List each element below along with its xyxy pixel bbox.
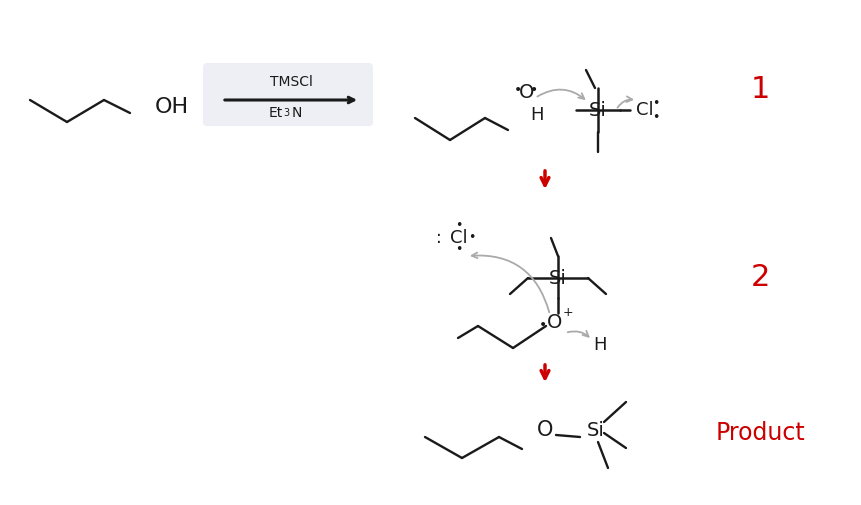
- Text: •: •: [455, 219, 462, 231]
- Text: Si: Si: [549, 269, 567, 287]
- Text: •: •: [653, 111, 660, 124]
- Text: +: +: [563, 307, 573, 320]
- Text: •: •: [455, 243, 462, 257]
- Text: Si: Si: [587, 421, 605, 439]
- Text: •: •: [468, 231, 475, 244]
- Text: TMSCl: TMSCl: [269, 75, 313, 89]
- Text: •: •: [514, 83, 522, 97]
- Text: 3: 3: [283, 108, 289, 118]
- Text: •: •: [653, 96, 660, 110]
- Text: N: N: [292, 106, 302, 120]
- Text: •: •: [530, 83, 538, 97]
- Text: Cl: Cl: [636, 101, 653, 119]
- Text: OH: OH: [155, 97, 189, 117]
- Text: :: :: [437, 229, 442, 247]
- FancyBboxPatch shape: [203, 63, 373, 126]
- Text: Product: Product: [715, 421, 805, 445]
- Text: H: H: [593, 336, 607, 354]
- Text: 1: 1: [750, 76, 770, 105]
- Text: Et: Et: [269, 106, 283, 120]
- Text: •: •: [539, 318, 547, 332]
- Text: O: O: [536, 420, 553, 440]
- Text: Cl: Cl: [450, 229, 468, 247]
- Text: Si: Si: [589, 100, 607, 120]
- Text: 2: 2: [750, 264, 770, 292]
- Text: H: H: [530, 106, 544, 124]
- Text: O: O: [519, 83, 535, 103]
- Text: O: O: [548, 314, 563, 332]
